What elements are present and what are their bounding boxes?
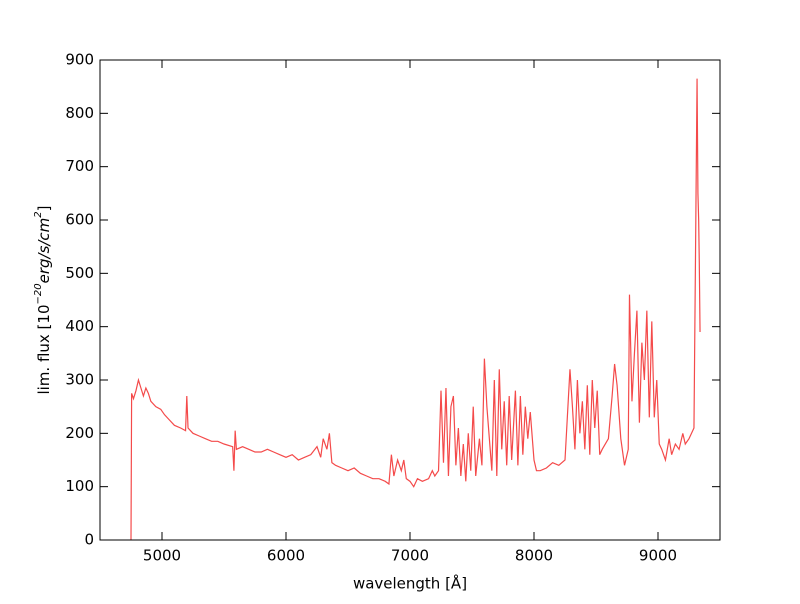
y-tick-label: 300: [65, 371, 94, 389]
y-tick-label: 600: [65, 211, 94, 229]
y-tick-label: 800: [65, 104, 94, 122]
y-label-part: 2: [33, 211, 44, 217]
y-tick-label: 200: [65, 424, 94, 442]
y-label-part: ]: [35, 205, 53, 211]
y-tick-label: 700: [65, 157, 94, 175]
y-tick-label: 100: [65, 477, 94, 495]
x-tick-label: 9000: [639, 547, 677, 565]
x-tick-label: 8000: [515, 547, 553, 565]
y-tick-label: 900: [65, 51, 94, 69]
y-label-part: lim. flux [10: [35, 305, 53, 395]
y-tick-label: 500: [65, 264, 94, 282]
x-axis-label: wavelength [Å]: [353, 574, 467, 593]
y-tick-label: 0: [84, 531, 94, 549]
x-tick-label: 7000: [391, 547, 429, 565]
y-label-part: erg/s/cm: [35, 218, 53, 284]
plot-frame: [99, 59, 721, 541]
y-axis-label: lim. flux [10−20erg/s/cm2]: [33, 205, 53, 394]
y-tick-label: 400: [65, 317, 94, 335]
y-label-part: −20: [33, 283, 44, 304]
x-tick-label: 5000: [143, 547, 181, 565]
x-tick-label: 6000: [267, 547, 305, 565]
spectrum-line: [130, 78, 701, 541]
